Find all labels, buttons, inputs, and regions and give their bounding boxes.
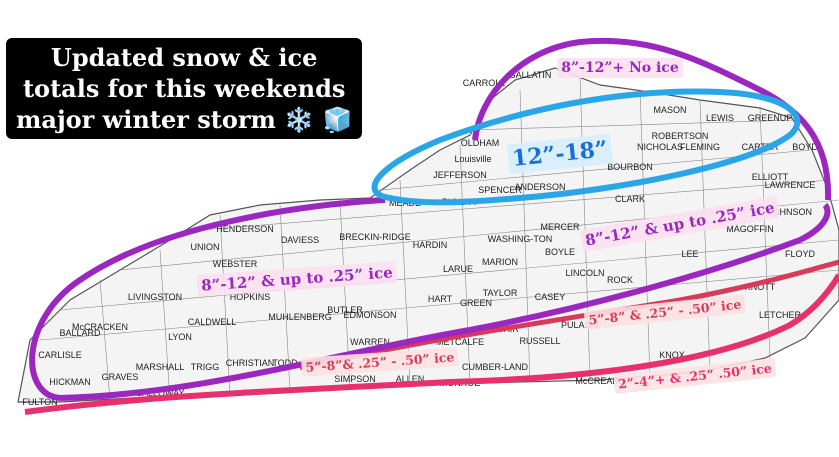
county-label: CALDWELL [188,317,237,327]
zone-label-background [196,261,398,297]
county-label: CARROLL [463,78,506,88]
county-label: LYON [168,332,192,342]
county-label: CARTER [742,142,779,152]
title-line: major winter storm ❄️ 🧊 [16,105,353,134]
county-label: DAVIESS [281,235,319,245]
county-label: CALLOWAY [135,388,184,398]
county-label: CUMBER-LAND [462,362,529,372]
county-label: SPENCER [478,185,522,195]
county-label: GREENUP [748,113,793,123]
county-label: MASON [653,105,686,115]
county-label: BOURBON [607,162,653,172]
county-label: METCALFE [436,337,484,347]
county-label: RUSSELL [519,336,560,346]
county-label: ANDERSON [514,182,565,192]
county-label: KNOTT [745,282,776,292]
county-label: NICHOLAS [637,142,683,152]
title-line: Updated snow & ice [50,43,318,72]
county-label: LIVINGSTON [128,292,182,302]
zone-label-background [579,196,780,252]
county-label: UNION [191,242,220,252]
county-label: BUTLER [327,305,363,315]
zone-label-background [557,58,683,78]
county-label: GALLATIN [509,70,552,80]
title-line: totals for this weekends [22,74,346,103]
county-label: CARLISLE [38,350,82,360]
zone-label-background [583,294,746,330]
purple-loop-north [472,37,832,201]
county-label: ROBERTSON [652,131,709,141]
county-lines [39,74,839,401]
zone-label-background [301,347,459,377]
county-label: McCREARY [575,376,624,386]
county-label: GRAVES [102,372,139,382]
county-label: BOYD [792,142,818,152]
county-label: WARREN [350,337,390,347]
county-label: FLOYD [785,249,816,259]
county-label: JOHNSON [768,207,812,217]
zone-label-background [507,133,613,175]
county-label: HART [428,294,453,304]
county-label: EDMONSON [343,310,396,320]
county-label: TODD [272,358,298,368]
zone-label: 8”-12”+ No ice [561,60,679,76]
zone-annotation: 8”-12”+ No ice [557,58,683,78]
county-label: LEE [681,249,698,259]
county-label: LETCHER [759,310,802,320]
county-label: BALLARD [59,328,101,338]
county-label: PULASKI [561,320,599,330]
county-label: HENDERSON [216,224,274,234]
county-label: LARUE [443,264,473,274]
county-label: MERCER [540,222,580,232]
county-label: LAWRENCE [765,180,816,190]
county-label: MAGOFFIN [726,224,774,234]
county-label: WASHING-TON [488,234,553,244]
county-label: TAYLOR [483,288,518,298]
county-label: BOYLE [545,247,575,257]
county-label: ALLEN [396,374,425,384]
county-label: SIMPSON [334,374,376,384]
county-label: GREEN [460,298,492,308]
county-label: Louisville [454,154,491,164]
county-label: JEFFERSON [433,170,487,180]
county-label: MUHLENBERG [268,312,332,322]
county-label: ROCK [607,275,633,285]
zone-label-background [613,358,777,394]
county-label: HOPKINS [230,292,271,302]
county-label: TRIGG [191,362,220,372]
title-box: Updated snow & ice totals for this weeke… [6,38,363,139]
blue-loop [371,88,801,206]
county-label: FULTON [22,397,57,407]
county-label: KNOX [659,350,685,360]
county-label: CLARK [615,194,645,204]
county-label: ELLIOTT [752,172,789,182]
purple-loop-south [29,197,831,402]
county-label: CASEY [535,292,566,302]
county-label: BRECKIN-RIDGE [339,232,411,242]
county-label: HICKMAN [49,377,91,387]
county-label: FLEMING [680,142,720,152]
county-label: HARDIN [413,240,448,250]
county-label: MARSHALL [136,362,185,372]
county-label: MARION [482,257,518,267]
county-label: LEWIS [706,113,734,123]
pink-boundary [24,273,839,415]
county-label: LINCOLN [565,268,604,278]
county-label: WEBSTER [213,259,258,269]
county-label: McCRACKEN [72,322,128,332]
county-label: OLDHAM [461,138,500,148]
county-label: CHRISTIAN [226,358,275,368]
